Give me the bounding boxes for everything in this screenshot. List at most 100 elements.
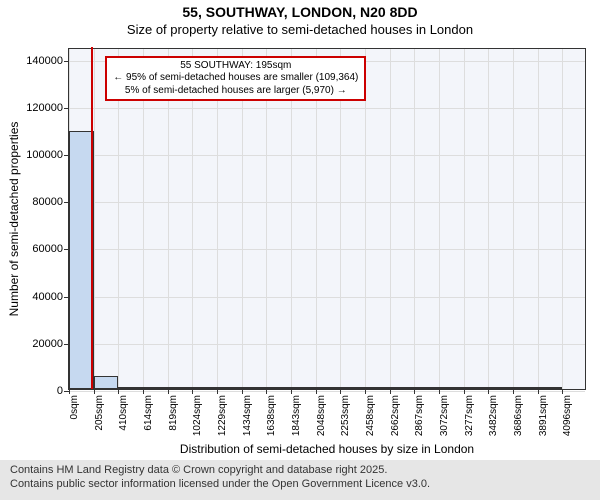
x-tick-mark — [365, 389, 366, 394]
x-tick-label: 3482sqm — [488, 395, 499, 436]
x-tick-label: 0sqm — [69, 395, 80, 419]
y-tick-label: 120000 — [26, 102, 69, 114]
annotation-line-smaller: ← 95% of semi-detached houses are smalle… — [113, 72, 358, 85]
chart-subtitle: Size of property relative to semi-detach… — [0, 22, 600, 37]
x-tick-label: 1638sqm — [266, 395, 277, 436]
grid-vertical — [562, 49, 563, 389]
grid-vertical — [94, 49, 95, 389]
histogram-bar — [118, 387, 143, 389]
x-tick-mark — [266, 389, 267, 394]
histogram-bar — [316, 387, 341, 389]
x-tick-label: 1229sqm — [217, 395, 228, 436]
x-tick-label: 4096sqm — [562, 395, 573, 436]
x-tick-mark — [118, 389, 119, 394]
x-tick-mark — [192, 389, 193, 394]
attribution-line-1: Contains HM Land Registry data © Crown c… — [10, 463, 590, 477]
y-tick-label: 140000 — [26, 55, 69, 67]
histogram-bar — [365, 387, 390, 389]
grid-horizontal — [69, 249, 585, 250]
histogram-bar — [94, 376, 119, 389]
x-tick-mark — [291, 389, 292, 394]
x-tick-label: 3891sqm — [538, 395, 549, 436]
x-tick-label: 1434sqm — [242, 395, 253, 436]
y-tick-mark — [64, 249, 69, 250]
histogram-bar — [192, 387, 217, 389]
x-tick-mark — [464, 389, 465, 394]
y-axis-label: Number of semi-detached properties — [7, 122, 21, 317]
y-tick-mark — [64, 108, 69, 109]
grid-horizontal — [69, 155, 585, 156]
annotation-line-top: 55 SOUTHWAY: 195sqm — [113, 60, 358, 73]
x-tick-mark — [242, 389, 243, 394]
x-tick-mark — [69, 389, 70, 394]
property-marker-line — [91, 47, 93, 389]
y-tick-mark — [64, 344, 69, 345]
x-tick-label: 1843sqm — [291, 395, 302, 436]
grid-vertical — [464, 49, 465, 389]
x-tick-mark — [439, 389, 440, 394]
x-tick-mark — [168, 389, 169, 394]
x-tick-mark — [94, 389, 95, 394]
histogram-bar — [464, 387, 489, 389]
y-tick-mark — [64, 155, 69, 156]
x-tick-label: 2253sqm — [340, 395, 351, 436]
grid-vertical — [390, 49, 391, 389]
x-tick-mark — [217, 389, 218, 394]
grid-horizontal — [69, 108, 585, 109]
histogram-bar — [439, 387, 464, 389]
attribution-footer: Contains HM Land Registry data © Crown c… — [0, 460, 600, 500]
grid-horizontal — [69, 344, 585, 345]
grid-vertical — [488, 49, 489, 389]
x-tick-label: 1024sqm — [192, 395, 203, 436]
x-tick-label: 2662sqm — [390, 395, 401, 436]
y-tick-mark — [64, 202, 69, 203]
grid-horizontal — [69, 297, 585, 298]
y-tick-mark — [64, 297, 69, 298]
x-tick-label: 3072sqm — [439, 395, 450, 436]
x-axis-label: Distribution of semi-detached houses by … — [180, 442, 474, 456]
histogram-bar — [513, 387, 538, 389]
y-tick-label: 100000 — [26, 149, 69, 161]
grid-vertical — [439, 49, 440, 389]
x-tick-label: 3277sqm — [464, 395, 475, 436]
histogram-bar — [242, 387, 267, 389]
x-tick-label: 819sqm — [168, 395, 179, 431]
histogram-bar — [217, 387, 242, 389]
histogram-bar — [69, 131, 94, 389]
histogram-bar — [538, 387, 563, 389]
histogram-bar — [143, 387, 168, 389]
x-tick-label: 205sqm — [94, 395, 105, 431]
grid-vertical — [414, 49, 415, 389]
x-tick-mark — [316, 389, 317, 394]
property-annotation-box: 55 SOUTHWAY: 195sqm← 95% of semi-detache… — [105, 56, 366, 102]
chart-title: 55, SOUTHWAY, LONDON, N20 8DD — [0, 4, 600, 20]
x-tick-mark — [414, 389, 415, 394]
x-tick-label: 2048sqm — [316, 395, 327, 436]
grid-vertical — [538, 49, 539, 389]
x-tick-mark — [488, 389, 489, 394]
histogram-bar — [266, 387, 291, 389]
plot-area: 0200004000060000800001000001200001400000… — [68, 48, 586, 390]
annotation-line-larger: 5% of semi-detached houses are larger (5… — [113, 85, 358, 98]
x-tick-label: 2458sqm — [365, 395, 376, 436]
grid-horizontal — [69, 202, 585, 203]
attribution-line-2: Contains public sector information licen… — [10, 477, 590, 491]
grid-vertical — [513, 49, 514, 389]
x-tick-mark — [390, 389, 391, 394]
x-tick-label: 3686sqm — [513, 395, 524, 436]
x-tick-mark — [562, 389, 563, 394]
histogram-bar — [414, 387, 439, 389]
x-tick-mark — [143, 389, 144, 394]
x-tick-mark — [513, 389, 514, 394]
x-tick-mark — [538, 389, 539, 394]
x-tick-label: 614sqm — [143, 395, 154, 431]
grid-horizontal — [69, 391, 585, 392]
x-tick-mark — [340, 389, 341, 394]
y-tick-mark — [64, 61, 69, 62]
histogram-bar — [291, 387, 316, 389]
x-tick-label: 2867sqm — [414, 395, 425, 436]
x-tick-label: 410sqm — [118, 395, 129, 431]
histogram-bar — [168, 387, 193, 389]
histogram-bar — [340, 387, 365, 389]
histogram-bar — [488, 387, 513, 389]
